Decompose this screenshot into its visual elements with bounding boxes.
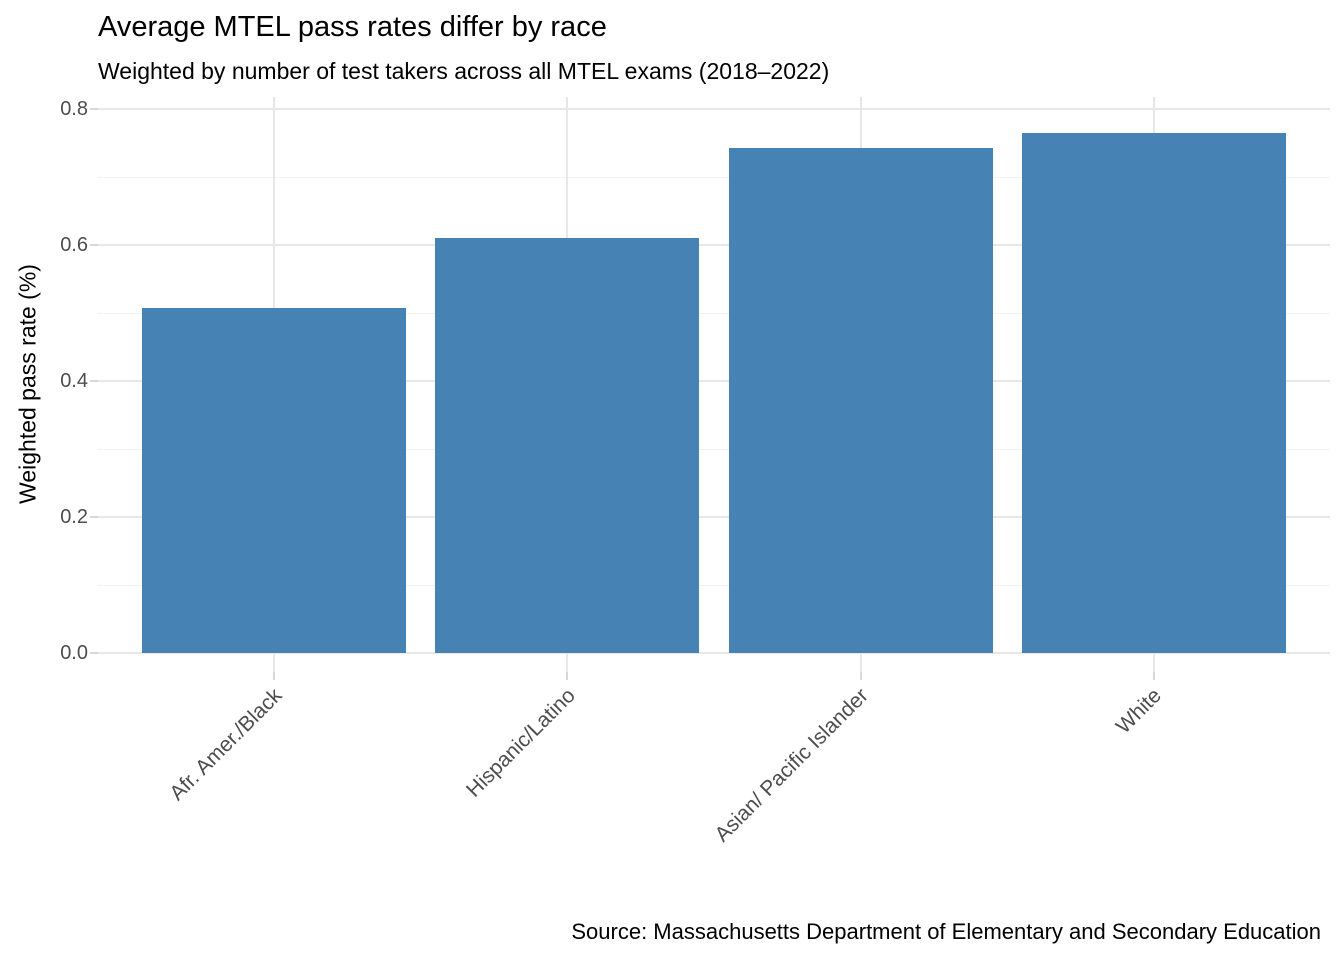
y-tick-label: 0.4 xyxy=(60,370,88,392)
y-axis-tick xyxy=(90,244,98,246)
y-axis-tick xyxy=(90,108,98,110)
minor-gridline xyxy=(98,449,1330,450)
y-tick-label: 0.6 xyxy=(60,234,88,256)
chart-panel xyxy=(98,97,1330,672)
bar xyxy=(435,238,700,653)
chart-caption: Source: Massachusetts Department of Elem… xyxy=(571,919,1321,944)
bar xyxy=(142,308,406,653)
bar xyxy=(1022,133,1286,653)
major-gridline xyxy=(98,652,1330,654)
x-tick-label: Asian/ Pacific Islander xyxy=(710,684,873,847)
y-axis-tick xyxy=(90,516,98,518)
y-axis-tick xyxy=(90,380,98,382)
x-axis-tick xyxy=(1153,672,1155,680)
x-axis-tick xyxy=(859,672,862,680)
minor-gridline xyxy=(98,585,1330,586)
x-axis-tick xyxy=(273,672,275,680)
y-tick-label: 0.0 xyxy=(60,642,88,664)
x-tick-label: Hispanic/Latino xyxy=(461,684,580,802)
y-tick-label: 0.8 xyxy=(60,98,88,120)
chart-title: Average MTEL pass rates differ by race xyxy=(98,11,607,43)
minor-gridline xyxy=(98,313,1330,314)
x-tick-label: White xyxy=(1112,684,1167,739)
x-tick-label: Afr. Amer./Black xyxy=(165,684,287,806)
y-tick-label: 0.2 xyxy=(60,506,88,528)
x-axis-tick xyxy=(566,672,569,680)
bar xyxy=(728,147,993,653)
major-gridline xyxy=(98,516,1330,518)
minor-gridline xyxy=(98,177,1330,178)
major-gridline xyxy=(98,108,1330,110)
major-gridline xyxy=(98,380,1330,382)
major-gridline xyxy=(98,244,1330,246)
chart-subtitle: Weighted by number of test takers across… xyxy=(98,58,830,84)
y-axis-tick xyxy=(90,652,98,654)
